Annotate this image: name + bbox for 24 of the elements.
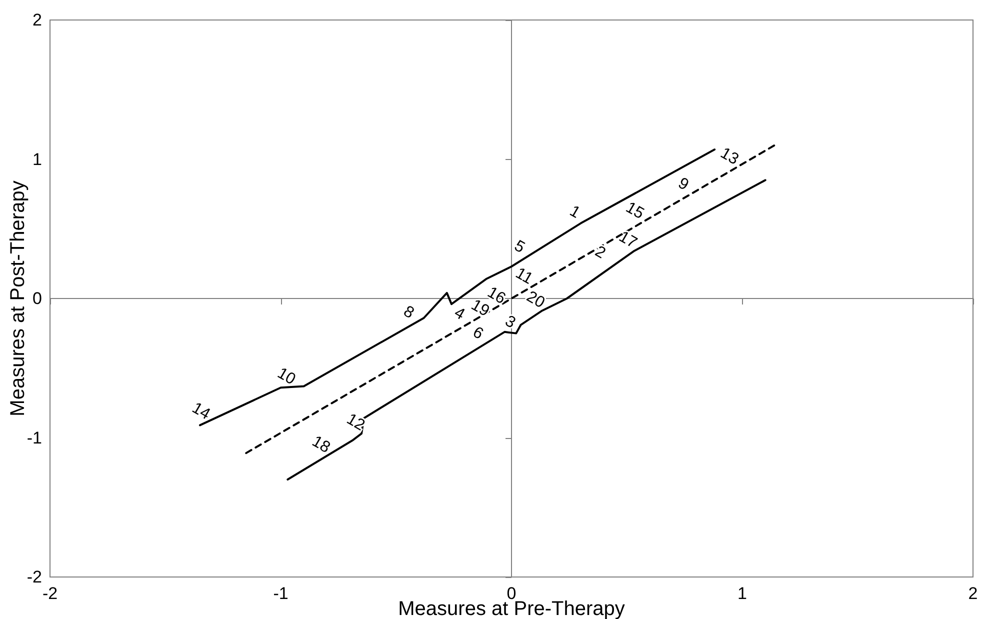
annotation: 13 — [717, 144, 742, 168]
annotation: 20 — [524, 288, 548, 312]
annotation: 11 — [512, 264, 536, 288]
y-tick-label: 1 — [32, 150, 42, 169]
annotation: 17 — [616, 228, 640, 252]
y-tick-label: -1 — [26, 428, 42, 448]
annotation: 3 — [502, 312, 518, 332]
annotation: 5 — [511, 238, 528, 257]
x-tick-label: 1 — [738, 584, 747, 603]
annotation: 9 — [675, 174, 692, 194]
annotation: 14 — [188, 400, 213, 424]
annotation: 4 — [451, 304, 468, 324]
y-tick-label: 0 — [32, 289, 42, 308]
y-axis-title: Measures at Post-Therapy — [7, 180, 29, 416]
y-tick-label: -2 — [26, 568, 42, 586]
x-tick-label: -1 — [273, 584, 288, 603]
annotation: 8 — [400, 302, 417, 322]
annotation: 10 — [274, 364, 298, 388]
annotation: 18 — [308, 433, 333, 457]
x-tick-label: 2 — [968, 584, 978, 603]
y-tick-label: 2 — [32, 10, 42, 30]
annotation: 15 — [622, 199, 647, 223]
annotation: 1 — [566, 202, 583, 222]
annotation: 6 — [470, 324, 486, 344]
